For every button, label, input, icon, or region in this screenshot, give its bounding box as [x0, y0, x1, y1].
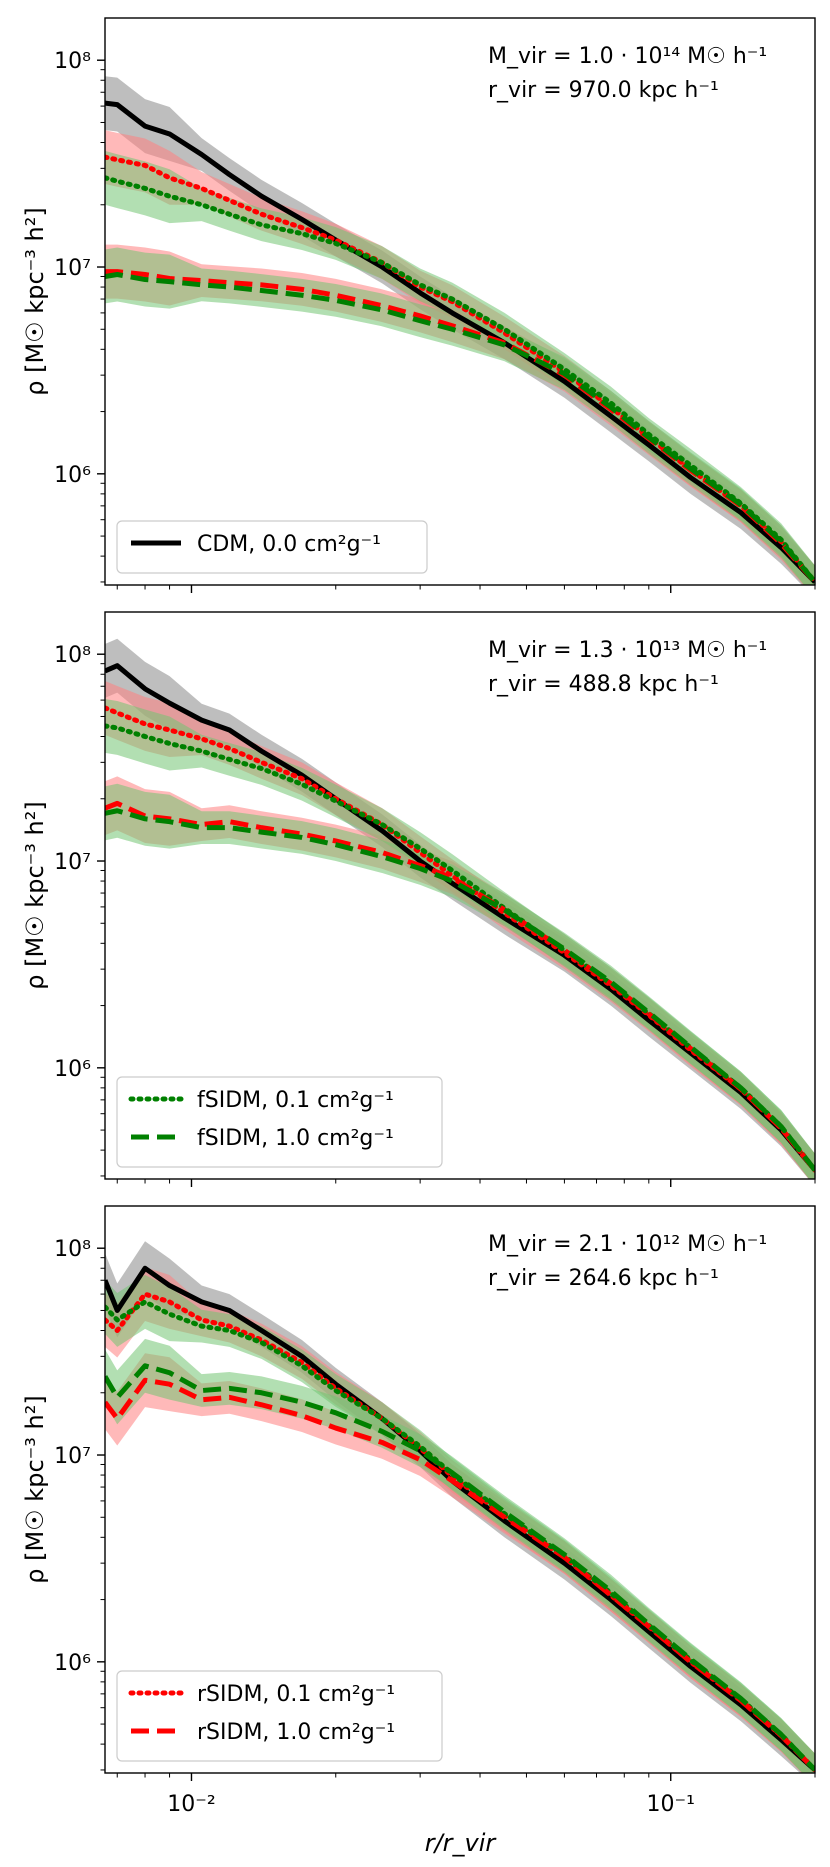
plot-area [105, 1241, 815, 1773]
y-tick-label: 10⁶ [54, 1651, 91, 1676]
legend-box [116, 1076, 443, 1168]
y-tick-label: 10⁶ [54, 1057, 91, 1082]
annotation-line: M_vir = 2.1 · 10¹² M☉ h⁻¹ [488, 1232, 767, 1257]
series-band-2 [105, 1274, 815, 1773]
y-axis-label: ρ [M☉ kpc⁻³ h²] [21, 1395, 49, 1584]
chart-panel-3: 10⁶ 10⁷ 10⁸ 10⁻² 10⁻¹ r/r_vir ρ [M☉ kpc⁻³ h²] M… [21, 1205, 816, 1857]
chart-panel-1: 10⁶ 10⁷ 10⁸ ρ [M☉ kpc⁻³ h²] M_vir = 1.0 · 10… [21, 17, 816, 593]
y-tick-label: 10⁸ [54, 643, 91, 668]
x-tick-label: 10⁻² [167, 1792, 215, 1817]
y-tick-label: 10⁷ [54, 850, 91, 875]
series-band-2 [105, 150, 815, 585]
plot-frame [104, 17, 816, 586]
y-tick-label: 10⁶ [54, 463, 91, 488]
x-tick-label: 10⁻¹ [647, 1792, 695, 1817]
legend-box [116, 520, 428, 574]
plot-frame [104, 1205, 816, 1774]
y-tick-label: 10⁸ [54, 49, 91, 74]
series-band-4 [105, 1338, 815, 1773]
plot-area [105, 638, 815, 1179]
series-band-4 [105, 247, 815, 585]
y-axis-label: ρ [M☉ kpc⁻³ h²] [21, 801, 49, 990]
annotation-line: r_vir = 488.8 kpc h⁻¹ [488, 672, 719, 697]
series-line-2 [105, 175, 815, 585]
y-tick-label: 10⁷ [54, 256, 91, 281]
series-line-4 [105, 1363, 815, 1772]
series-line-4 [105, 808, 815, 1172]
annotation-line: M_vir = 1.0 · 10¹⁴ M☉ h⁻¹ [488, 44, 767, 69]
series-line-3 [105, 269, 815, 584]
annotation-line: M_vir = 1.3 · 10¹³ M☉ h⁻¹ [488, 638, 767, 663]
y-tick-label: 10⁷ [54, 1444, 91, 1469]
series-line-2 [105, 1299, 815, 1773]
y-axis-label: ρ [M☉ kpc⁻³ h²] [21, 207, 49, 396]
legend-label: rSIDM, 1.0 cm²g⁻¹ [197, 1720, 395, 1745]
legend-label: rSIDM, 0.1 cm²g⁻¹ [197, 1682, 395, 1707]
annotation-line: r_vir = 264.6 kpc h⁻¹ [488, 1266, 719, 1291]
legend-label: fSIDM, 0.1 cm²g⁻¹ [197, 1088, 394, 1113]
legend-label: CDM, 0.0 cm²g⁻¹ [197, 532, 381, 557]
legend-box [116, 1670, 443, 1762]
y-tick-label: 10⁸ [54, 1237, 91, 1262]
series-line-0 [105, 663, 815, 1172]
chart-panel-2: 10⁶ 10⁷ 10⁸ ρ [M☉ kpc⁻³ h²] M_vir = 1.3 · 10… [21, 611, 816, 1187]
x-axis-label: r/r_vir [425, 1829, 498, 1857]
annotation-line: r_vir = 970.0 kpc h⁻¹ [488, 78, 719, 103]
series-line-0 [105, 100, 815, 584]
plot-area [105, 76, 815, 585]
series-line-4 [105, 272, 815, 584]
series-band-4 [105, 783, 815, 1179]
legend-label: fSIDM, 1.0 cm²g⁻¹ [197, 1126, 394, 1151]
plot-frame [104, 611, 816, 1180]
